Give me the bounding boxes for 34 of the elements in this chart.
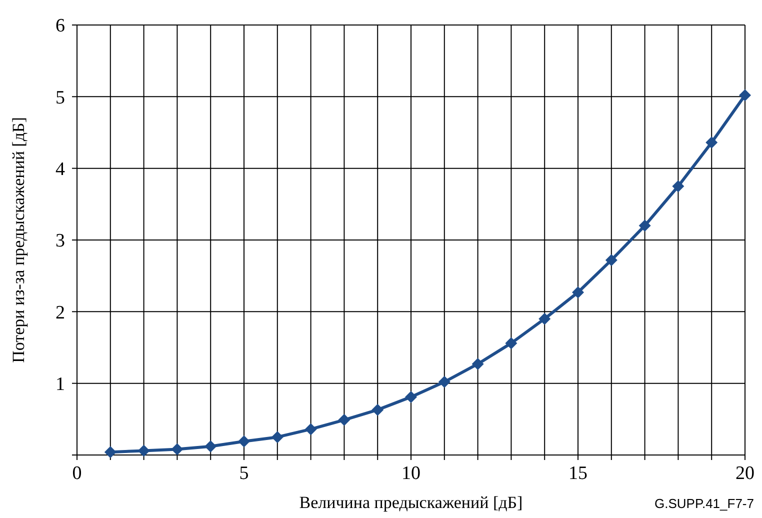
point [271, 431, 284, 444]
point [672, 180, 684, 192]
point [706, 136, 718, 149]
y-tick-label: 1 [56, 374, 65, 395]
point [638, 220, 651, 232]
y-tick-label: 4 [56, 158, 66, 180]
point [739, 89, 751, 102]
point [472, 358, 484, 370]
point [572, 286, 584, 298]
y-tick-label: 5 [56, 87, 65, 108]
y-axis-title: Потери из-за предыскажений [дБ] [9, 117, 28, 363]
point [538, 312, 551, 325]
point [304, 423, 317, 436]
y-tick-label: 6 [56, 16, 65, 37]
y-tick-label: 2 [56, 302, 65, 324]
point [138, 444, 150, 457]
x-tick-label: 20 [736, 463, 754, 484]
x-tick-label: 0 [72, 463, 82, 484]
point [238, 435, 250, 448]
point [438, 376, 450, 388]
x-axis-title: Величина предыскажений [дБ] [299, 493, 523, 512]
point [171, 443, 184, 456]
point [338, 414, 350, 426]
text: G.SUPP.41_F7-7 [654, 496, 754, 511]
point [204, 440, 217, 452]
point [372, 404, 384, 416]
point [104, 446, 116, 458]
y-tick-label: 3 [56, 230, 65, 252]
x-tick-label: 5 [239, 463, 249, 484]
point [405, 390, 417, 403]
x-tick-label: 15 [568, 463, 588, 484]
x-tick-label: 10 [402, 463, 420, 484]
point [505, 337, 518, 350]
point [605, 254, 618, 266]
